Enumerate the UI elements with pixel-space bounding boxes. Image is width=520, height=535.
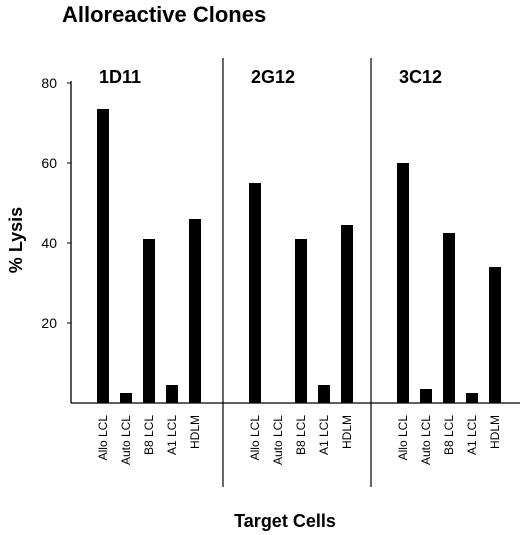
category-label: Allo LCL <box>96 415 110 461</box>
chart-title: Alloreactive Clones <box>62 2 266 27</box>
x-axis-label: Target Cells <box>234 511 336 531</box>
bar <box>120 393 132 403</box>
bar <box>143 239 155 403</box>
category-label: HDLM <box>488 415 502 449</box>
bar <box>466 393 478 403</box>
category-label: B8 LCL <box>294 415 308 455</box>
category-label: B8 LCL <box>142 415 156 455</box>
bar <box>341 225 353 403</box>
category-label: HDLM <box>340 415 354 449</box>
category-label: Allo LCL <box>396 415 410 461</box>
panel-title: 2G12 <box>251 67 295 87</box>
y-tick-label: 20 <box>41 315 57 331</box>
y-tick-label: 60 <box>41 155 57 171</box>
y-axis-label: % Lysis <box>6 207 26 273</box>
bar <box>318 385 330 403</box>
category-label: Auto LCL <box>119 415 133 465</box>
y-tick-label: 40 <box>41 235 57 251</box>
bar <box>249 183 261 403</box>
category-label: A1 LCL <box>165 415 179 455</box>
bar <box>489 267 501 403</box>
category-label: A1 LCL <box>465 415 479 455</box>
bar <box>397 163 409 403</box>
bar <box>443 233 455 403</box>
y-tick-label: 80 <box>41 75 57 91</box>
bar <box>295 239 307 403</box>
category-label: A1 LCL <box>317 415 331 455</box>
plot-area: 20 40 60 80 1D11 Allo LCL Auto LCL B8 LCL A1 LCL… <box>41 58 520 487</box>
bar <box>189 219 201 403</box>
category-label: HDLM <box>188 415 202 449</box>
category-label: Auto LCL <box>419 415 433 465</box>
bar <box>420 389 432 403</box>
panel-title: 1D11 <box>99 67 141 87</box>
category-label: Allo LCL <box>248 415 262 461</box>
bar <box>97 109 109 403</box>
category-label: Auto LCL <box>271 415 285 465</box>
bar <box>166 385 178 403</box>
panel-title: 3C12 <box>399 67 442 87</box>
category-label: B8 LCL <box>442 415 456 455</box>
